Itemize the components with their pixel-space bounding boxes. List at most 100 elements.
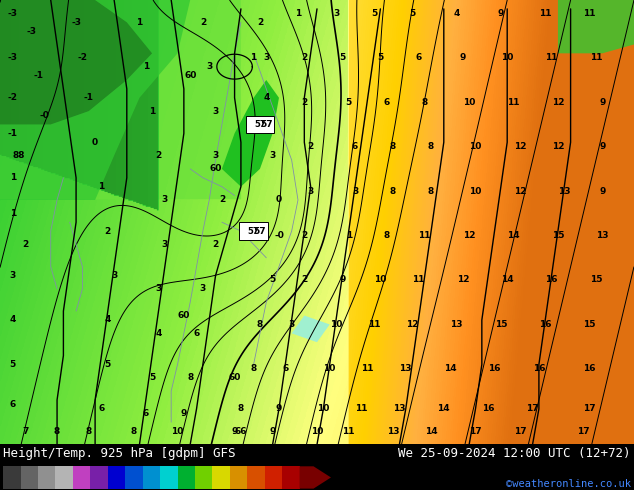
Text: 1: 1 bbox=[295, 9, 301, 18]
Text: 14: 14 bbox=[425, 427, 437, 436]
Bar bbox=[282, 466, 299, 489]
Text: 2: 2 bbox=[307, 142, 314, 151]
Bar bbox=[126, 466, 143, 489]
Text: -0: -0 bbox=[274, 231, 284, 240]
Text: 5: 5 bbox=[346, 98, 352, 107]
Bar bbox=[56, 466, 73, 489]
Text: 1: 1 bbox=[250, 53, 257, 62]
Text: 11: 11 bbox=[361, 365, 374, 373]
Text: 16: 16 bbox=[482, 404, 495, 414]
Text: 6: 6 bbox=[10, 400, 16, 409]
Text: 17: 17 bbox=[526, 404, 539, 414]
Text: 57: 57 bbox=[248, 226, 259, 236]
Text: 12: 12 bbox=[552, 142, 564, 151]
Text: 8: 8 bbox=[86, 427, 92, 436]
Text: 12: 12 bbox=[552, 98, 564, 107]
Text: 8: 8 bbox=[54, 427, 60, 436]
Text: 2: 2 bbox=[301, 98, 307, 107]
Text: 5: 5 bbox=[149, 373, 155, 382]
Text: -2: -2 bbox=[77, 53, 87, 62]
Text: 10: 10 bbox=[501, 53, 514, 62]
Text: 60: 60 bbox=[184, 71, 197, 80]
Text: -3: -3 bbox=[71, 18, 81, 27]
Bar bbox=[265, 466, 282, 489]
Text: 3: 3 bbox=[162, 196, 168, 204]
Text: 5: 5 bbox=[105, 360, 111, 369]
Text: 2: 2 bbox=[105, 226, 111, 236]
Text: 14: 14 bbox=[501, 275, 514, 285]
Text: 3: 3 bbox=[352, 187, 358, 196]
Text: 1: 1 bbox=[98, 182, 105, 191]
Text: 2: 2 bbox=[257, 18, 263, 27]
Text: ©weatheronline.co.uk: ©weatheronline.co.uk bbox=[506, 479, 631, 489]
Text: 10: 10 bbox=[469, 187, 482, 196]
Text: 12: 12 bbox=[514, 142, 526, 151]
Bar bbox=[212, 466, 230, 489]
Text: 2: 2 bbox=[200, 18, 206, 27]
Text: 13: 13 bbox=[393, 404, 406, 414]
Text: 11: 11 bbox=[368, 320, 380, 329]
Text: 60: 60 bbox=[228, 373, 241, 382]
Text: 6: 6 bbox=[143, 409, 149, 418]
Text: 9: 9 bbox=[498, 9, 504, 18]
Text: 13: 13 bbox=[387, 427, 399, 436]
Text: 57: 57 bbox=[260, 120, 273, 129]
Text: 3: 3 bbox=[269, 151, 276, 160]
Text: 4: 4 bbox=[105, 316, 111, 324]
Text: 8: 8 bbox=[384, 231, 390, 240]
Text: 2: 2 bbox=[301, 275, 307, 285]
Text: 12: 12 bbox=[456, 275, 469, 285]
Text: 3: 3 bbox=[288, 320, 295, 329]
Text: 12: 12 bbox=[463, 231, 476, 240]
Text: 9: 9 bbox=[231, 427, 238, 436]
Text: 2: 2 bbox=[219, 196, 225, 204]
Bar bbox=[230, 466, 247, 489]
Text: 8: 8 bbox=[130, 427, 136, 436]
Text: 14: 14 bbox=[437, 404, 450, 414]
Text: 3: 3 bbox=[212, 107, 219, 116]
Text: 5: 5 bbox=[377, 53, 384, 62]
Text: 13: 13 bbox=[450, 320, 463, 329]
Text: 14: 14 bbox=[444, 365, 456, 373]
Text: 8: 8 bbox=[238, 404, 244, 414]
Text: 6: 6 bbox=[384, 98, 390, 107]
Text: 5: 5 bbox=[409, 9, 415, 18]
Text: 8: 8 bbox=[390, 142, 396, 151]
Text: 66: 66 bbox=[235, 427, 247, 436]
Text: 8: 8 bbox=[428, 142, 434, 151]
Text: 10: 10 bbox=[469, 142, 482, 151]
Bar bbox=[108, 466, 126, 489]
Text: 60: 60 bbox=[209, 164, 222, 173]
Text: 15: 15 bbox=[552, 231, 564, 240]
Text: 5: 5 bbox=[371, 9, 377, 18]
Text: 6: 6 bbox=[193, 329, 200, 338]
Polygon shape bbox=[0, 0, 152, 124]
Polygon shape bbox=[292, 316, 330, 342]
Text: 3: 3 bbox=[307, 187, 314, 196]
Text: 3: 3 bbox=[333, 9, 339, 18]
Text: 11: 11 bbox=[539, 9, 552, 18]
Bar bbox=[247, 466, 265, 489]
Text: 57: 57 bbox=[254, 120, 266, 129]
Text: -2: -2 bbox=[8, 93, 18, 102]
Text: 11: 11 bbox=[590, 53, 602, 62]
Text: 2: 2 bbox=[155, 151, 162, 160]
Text: 8: 8 bbox=[428, 187, 434, 196]
Text: 9: 9 bbox=[181, 409, 187, 418]
Text: -3: -3 bbox=[8, 9, 18, 18]
Text: 1: 1 bbox=[136, 18, 143, 27]
Text: 11: 11 bbox=[418, 231, 431, 240]
Bar bbox=[143, 466, 160, 489]
Text: 9: 9 bbox=[269, 427, 276, 436]
Text: 4: 4 bbox=[453, 9, 460, 18]
Text: 0: 0 bbox=[276, 196, 282, 204]
Text: 11: 11 bbox=[412, 275, 425, 285]
Text: 11: 11 bbox=[355, 404, 368, 414]
Text: 9: 9 bbox=[599, 142, 605, 151]
Text: 10: 10 bbox=[311, 427, 323, 436]
Text: 10: 10 bbox=[330, 320, 342, 329]
Text: 88: 88 bbox=[13, 151, 25, 160]
Text: 11: 11 bbox=[507, 98, 520, 107]
Text: 1: 1 bbox=[143, 62, 149, 71]
Text: 13: 13 bbox=[399, 365, 412, 373]
